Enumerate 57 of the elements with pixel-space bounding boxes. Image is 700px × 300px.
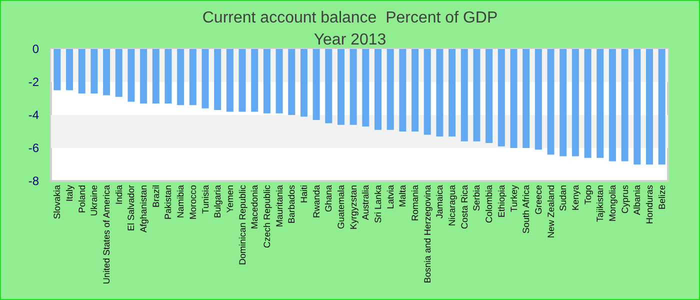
x-tick-label: Costa Rica — [459, 185, 470, 230]
y-tick-label: -8 — [28, 174, 40, 188]
y-tick-label: -6 — [28, 141, 40, 155]
x-tick-label: Pakistan — [163, 185, 174, 220]
chart-title: Current account balance Percent of GDP — [202, 10, 498, 26]
x-tick-label: Serbia — [472, 185, 482, 212]
x-tick-label: Poland — [76, 185, 87, 214]
x-tick-label: Guatemala — [336, 185, 346, 230]
chart-subtitle: Year 2013 — [314, 32, 386, 48]
x-tick-label: Colombia — [484, 185, 494, 224]
x-tick-label: Slovakia — [52, 185, 62, 220]
x-tick-label: Turkey — [508, 184, 519, 212]
x-tick-label: Afghanistan — [138, 185, 149, 233]
x-tick-label: Latvia — [385, 185, 396, 210]
x-tick-label: Cyprus — [620, 184, 630, 214]
x-tick-label: United States of America — [102, 185, 112, 284]
x-tick-label: Albania — [632, 185, 642, 216]
x-tick-label: Ukraine — [89, 185, 100, 216]
x-tick-label: Macedonia — [250, 185, 260, 230]
x-tick-label: India — [114, 185, 124, 205]
y-tick-label: 0 — [32, 42, 40, 56]
x-tick-label: Mongolia — [607, 185, 618, 222]
x-tick-label: El Salvador — [126, 185, 136, 232]
x-tick-label: Dominican Republic — [237, 184, 248, 266]
x-tick-label: Australia — [360, 185, 371, 220]
x-tick-label: Honduras — [644, 184, 654, 224]
y-tick-label: -2 — [28, 75, 40, 89]
x-tick-label: Czech Republic — [262, 184, 272, 248]
x-tick-label: Jamaica — [434, 185, 445, 219]
x-tick-label: Morocco — [188, 185, 198, 220]
x-tick-label: Ghana — [324, 185, 334, 212]
x-tick-label: Kyrgyzstan — [348, 185, 358, 230]
x-tick-label: Tajikistan — [595, 185, 606, 222]
x-tick-label: Kenya — [570, 185, 580, 211]
x-tick-label: Italy — [64, 184, 75, 202]
y-tick-label: -4 — [28, 108, 40, 122]
x-tick-label: Ethiopia — [496, 185, 506, 218]
x-tick-label: South Africa — [521, 185, 532, 234]
x-tick-label: Rwanda — [311, 185, 322, 218]
x-tick-label: Nicaragua — [447, 185, 458, 226]
x-tick-label: Barbados — [286, 184, 297, 224]
x-tick-label: Togo — [582, 185, 593, 205]
x-tick-label: Haiti — [298, 185, 309, 204]
x-tick-label: Greece — [533, 185, 544, 215]
x-tick-label: Tunisia — [200, 185, 210, 214]
x-tick-label: Malta — [398, 185, 408, 208]
x-tick-label: Belize — [656, 185, 667, 210]
x-tick-label: Bosnia and Herzegovina — [422, 185, 432, 284]
x-tick-label: Namibia — [176, 185, 186, 218]
x-tick-label: Yemen — [224, 185, 235, 213]
x-tick-label: Sudan — [558, 185, 568, 212]
x-tick-label: Romania — [410, 185, 420, 222]
x-tick-label: Sri Lanka — [373, 185, 384, 224]
x-tick-label: Brazil — [150, 185, 161, 208]
x-tick-label: Bulgaria — [212, 185, 223, 218]
x-tick-label: New Zealand — [546, 185, 556, 238]
x-tick-label: Mauritania — [274, 185, 284, 228]
